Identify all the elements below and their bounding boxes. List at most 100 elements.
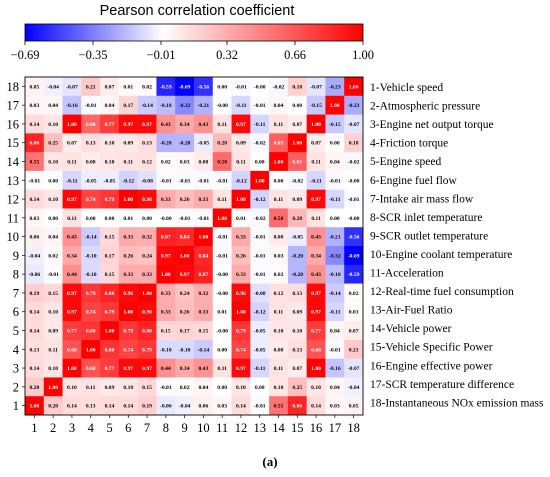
heatmap-cell-value: -0.20	[291, 272, 303, 278]
heatmap-cell-value: 0.10	[105, 160, 115, 166]
heatmap-cell	[137, 189, 157, 209]
heatmap-cell-value: 0.86	[105, 291, 115, 297]
heatmap-cell-value: 0.68	[311, 347, 321, 353]
heatmap-cell-value: 0.43	[311, 235, 321, 241]
heatmap-cell-value: 0.74	[236, 347, 246, 353]
heatmap-cell-value: -0.11	[329, 310, 341, 316]
heatmap-cell	[344, 133, 364, 153]
x-tick-label: 9	[181, 421, 187, 435]
heatmap-cell	[43, 152, 63, 172]
y-tick-label: 13	[7, 174, 20, 188]
heatmap-cell-value: 0.68	[86, 366, 96, 372]
heatmap-cell-value: 0.11	[217, 197, 227, 203]
heatmap-cell	[325, 377, 345, 397]
heatmap-cell	[344, 189, 364, 209]
heatmap-cell	[194, 227, 214, 247]
y-tick-label: 3	[13, 362, 19, 376]
heatmap-cell-value: 0.77	[105, 122, 115, 128]
heatmap-cell	[100, 377, 120, 397]
heatmap-cell	[81, 283, 101, 303]
heatmap-cell-value: 0.97	[123, 366, 133, 372]
heatmap-cell-value: 0.09	[236, 141, 246, 147]
heatmap-cell	[137, 95, 157, 115]
heatmap-cell-value: 1.00	[198, 235, 208, 241]
heatmap-cell-value: 0.10	[67, 385, 77, 391]
heatmap-cell-value: 1.00	[255, 178, 265, 184]
heatmap-cell-value: -0.05	[291, 235, 303, 241]
x-tick-label: 17	[329, 421, 342, 435]
heatmap-cell-value: 0.18	[349, 141, 359, 147]
heatmap-cell-value: -0.20	[179, 141, 191, 147]
heatmap-cell-value: 1.00	[236, 197, 246, 203]
heatmap-cell-value: 0.11	[274, 310, 284, 316]
heatmap-cell	[212, 133, 232, 153]
heatmap-cell-value: 0.08	[86, 160, 96, 166]
heatmap-cell	[212, 95, 232, 115]
heatmap-cell	[269, 377, 289, 397]
heatmap-cell	[81, 114, 101, 134]
heatmap-cell-value: -0.01	[85, 103, 97, 109]
colorbar-tick-label: 0.66	[284, 48, 306, 62]
variable-legend-item: 12-Real-time fuel consumption	[370, 286, 514, 298]
heatmap-cell-value: -0.01	[254, 235, 266, 241]
heatmap-cell-value: 0.08	[274, 235, 284, 241]
heatmap-cell-value: 0.10	[48, 366, 58, 372]
heatmap-cell	[306, 358, 326, 378]
heatmap-cell	[325, 152, 345, 172]
heatmap-cell-value: -0.23	[348, 103, 360, 109]
heatmap-cell-value: 0.12	[142, 160, 152, 166]
heatmap-cell	[25, 396, 45, 416]
heatmap-cell-value: 0.25	[292, 385, 302, 391]
heatmap-cell	[100, 302, 120, 322]
heatmap-cell	[194, 396, 214, 416]
heatmap-cell	[231, 377, 251, 397]
heatmap-cell-value: 0.10	[105, 141, 115, 147]
heatmap-cell	[43, 227, 63, 247]
heatmap-cell	[325, 133, 345, 153]
heatmap-cell-value: 0.07	[67, 141, 77, 147]
heatmap-cell	[344, 321, 364, 341]
heatmap-cell	[62, 170, 82, 190]
heatmap-cell-value: 0.06	[29, 235, 39, 241]
heatmap-cell-value: 0.55	[29, 160, 39, 166]
heatmap-cell	[287, 95, 307, 115]
heatmap-cell	[250, 396, 270, 416]
heatmap-cell	[175, 133, 195, 153]
heatmap-cell-value: -0.06	[29, 272, 41, 278]
heatmap-cell-value: 0.74	[123, 347, 133, 353]
heatmap-cell	[137, 208, 157, 228]
heatmap-cell-value: 0.11	[236, 160, 246, 166]
heatmap-cell	[212, 152, 232, 172]
heatmap-cell	[231, 396, 251, 416]
heatmap-cell	[175, 189, 195, 209]
heatmap-cell-value: 0.84	[180, 235, 190, 241]
heatmap-cell-value: 0.07	[292, 366, 302, 372]
y-tick-label: 11	[7, 211, 19, 225]
heatmap-cell	[118, 208, 138, 228]
x-tick-label: 16	[310, 421, 323, 435]
x-tick-label: 4	[88, 421, 95, 435]
heatmap-cell-value: -0.11	[235, 103, 247, 109]
heatmap-cell-value: 0.00	[274, 178, 284, 184]
heatmap-cell	[81, 377, 101, 397]
heatmap-cell	[118, 95, 138, 115]
heatmap-cell-value: 0.44	[67, 272, 77, 278]
heatmap-cell-value: 0.33	[198, 310, 208, 316]
heatmap-cell-value: 0.14	[29, 366, 39, 372]
heatmap-cell	[118, 283, 138, 303]
heatmap-cell	[81, 246, 101, 266]
variable-legend-item: 10-Engine coolant temperature	[370, 249, 512, 261]
heatmap-cell	[43, 133, 63, 153]
heatmap-cell	[287, 264, 307, 284]
heatmap-cell	[306, 396, 326, 416]
heatmap-cell	[100, 283, 120, 303]
heatmap-cell-value: -0.02	[254, 141, 266, 147]
heatmap-cell-value: -0.00	[216, 272, 228, 278]
heatmap-cell	[194, 133, 214, 153]
heatmap-cell	[156, 377, 176, 397]
heatmap-cell	[325, 114, 345, 134]
heatmap-cell-value: 1.00	[330, 103, 340, 109]
heatmap-cell	[62, 396, 82, 416]
heatmap-cell	[118, 246, 138, 266]
heatmap-cell	[62, 358, 82, 378]
